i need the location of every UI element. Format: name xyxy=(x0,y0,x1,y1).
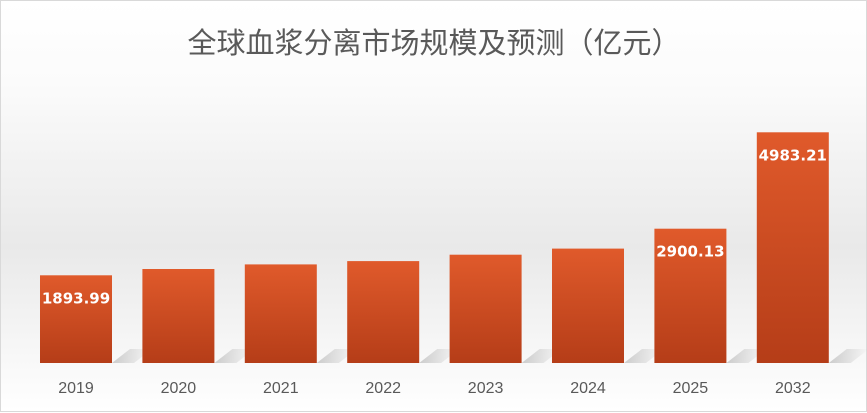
bar-2020 xyxy=(142,269,215,363)
x-tick-2025: 2025 xyxy=(673,380,709,397)
bar-shadow xyxy=(521,349,562,363)
x-tick-2019: 2019 xyxy=(58,380,94,397)
labels-layer: 1893.99 2900.13 4983.21 xyxy=(42,146,827,307)
bar-shadow xyxy=(214,349,255,363)
bar-2032 xyxy=(756,132,829,363)
bar-2021 xyxy=(244,264,317,363)
bar-2019 xyxy=(40,275,112,363)
chart-title: 全球血浆分离市场规模及预测（亿元） xyxy=(187,26,680,60)
x-tick-2023: 2023 xyxy=(468,380,504,397)
data-label-2032: 4983.21 xyxy=(759,146,827,164)
x-tick-2020: 2020 xyxy=(161,380,197,397)
bar-2024 xyxy=(552,248,624,363)
bar-2022 xyxy=(347,261,420,363)
bar-2025 xyxy=(654,228,727,363)
x-tick-2021: 2021 xyxy=(263,380,299,397)
bar-2023 xyxy=(449,254,522,363)
bar-shadow xyxy=(828,349,867,363)
x-tick-2022: 2022 xyxy=(365,380,401,397)
x-axis-ticks: 2019 2020 2021 2022 2023 2024 2025 2032 xyxy=(58,380,810,397)
bar-shadow xyxy=(316,349,357,363)
x-tick-2024: 2024 xyxy=(570,380,606,397)
bars-layer xyxy=(40,132,867,363)
data-label-2019: 1893.99 xyxy=(42,289,110,307)
bar-shadow xyxy=(112,349,152,363)
bar-shadow xyxy=(419,349,460,363)
data-label-2025: 2900.13 xyxy=(656,243,724,261)
bar-shadow xyxy=(624,349,664,363)
bar-shadow xyxy=(726,349,767,363)
x-tick-2032: 2032 xyxy=(775,380,811,397)
